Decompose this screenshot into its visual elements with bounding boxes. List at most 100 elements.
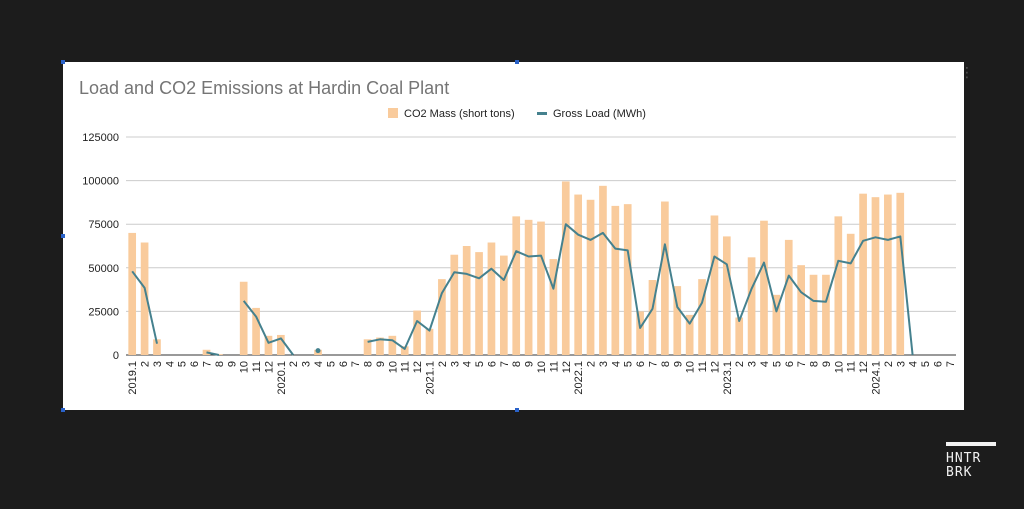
x-tick-label: 4 — [908, 361, 920, 367]
co2-bar — [524, 219, 533, 355]
x-tick-label: 2019.1 — [127, 361, 139, 395]
x-tick-label: 10 — [833, 361, 845, 373]
chart-legend: CO2 Mass (short tons) Gross Load (MWh) — [388, 108, 646, 120]
legend-label-load: Gross Load (MWh) — [553, 108, 646, 120]
co2-bar — [425, 328, 434, 355]
co2-bar — [797, 265, 805, 355]
y-tick-label: 50000 — [88, 263, 119, 275]
co2-bar — [834, 216, 843, 355]
legend-swatch-load — [537, 112, 547, 115]
gross-load-point — [315, 348, 321, 354]
co2-bar — [499, 255, 508, 355]
co2-bar — [462, 246, 471, 355]
co2-bar — [376, 337, 384, 355]
x-tick-label: 8 — [511, 361, 523, 367]
x-tick-label: 11 — [846, 361, 858, 372]
x-tick-label: 4 — [759, 361, 771, 367]
x-tick-label: 12 — [561, 361, 573, 373]
co2-bar — [760, 220, 768, 355]
x-tick-label: 5 — [177, 361, 189, 367]
chart-card: Load and CO2 Emissions at Hardin Coal Pl… — [63, 62, 974, 410]
x-tick-label: 2024.1 — [870, 361, 882, 395]
x-tick-label: 12 — [263, 361, 275, 373]
y-tick-label: 0 — [113, 350, 119, 362]
co2-bar — [363, 339, 372, 355]
x-tick-label: 2 — [140, 361, 152, 367]
y-tick-label: 75000 — [88, 219, 119, 231]
x-tick-label: 3 — [747, 361, 759, 367]
x-tick-label: 2 — [288, 361, 300, 367]
selection-handle[interactable] — [61, 408, 65, 412]
co2-bar — [475, 252, 483, 355]
co2-bar — [239, 281, 248, 355]
x-tick-label: 5 — [623, 361, 635, 367]
x-tick-label: 10 — [685, 361, 697, 373]
legend-swatch-co2 — [388, 108, 398, 118]
x-tick-label: 4 — [610, 361, 622, 367]
x-tick-label: 3 — [449, 361, 461, 367]
x-tick-label: 8 — [660, 361, 672, 367]
co2-bar — [698, 279, 706, 355]
y-tick-label: 25000 — [88, 306, 119, 318]
gross-load-line — [131, 270, 158, 344]
co2-bar — [400, 346, 409, 355]
co2-bar — [611, 205, 620, 355]
x-tick-label: 9 — [375, 361, 387, 367]
co2-bar — [784, 239, 793, 355]
x-tick-label: 3 — [598, 361, 610, 367]
selection-handle[interactable] — [515, 408, 519, 412]
x-tick-label: 6 — [486, 361, 498, 367]
x-tick-label: 2 — [437, 361, 449, 367]
co2-bar — [648, 280, 657, 355]
co2-bar — [140, 242, 149, 355]
logo-line-2: BRK — [946, 465, 973, 480]
logo-bar — [946, 442, 996, 446]
x-tick-label: 3 — [301, 361, 313, 367]
co2-bar — [537, 221, 545, 355]
selection-handle[interactable] — [515, 60, 519, 64]
co2-bar — [450, 254, 459, 355]
gross-load-line — [367, 223, 914, 356]
x-tick-label: 7 — [945, 361, 957, 367]
co2-bar — [277, 334, 285, 355]
x-tick-label: 6 — [784, 361, 796, 367]
brand-logo: HNTR BRK — [946, 442, 996, 480]
co2-bar — [846, 233, 855, 355]
x-tick-label: 6 — [338, 361, 350, 367]
x-tick-label: 6 — [189, 361, 201, 367]
legend-label-co2: CO2 Mass (short tons) — [404, 108, 515, 120]
x-tick-label: 7 — [350, 361, 362, 367]
x-tick-label: 7 — [647, 361, 659, 367]
x-tick-label: 11 — [400, 361, 412, 372]
x-tick-label: 3 — [152, 361, 164, 367]
x-tick-label: 11 — [251, 361, 263, 372]
selection-handle[interactable] — [61, 234, 65, 238]
selection-handle[interactable] — [61, 60, 65, 64]
x-tick-label: 2 — [734, 361, 746, 367]
x-tick-label: 12 — [709, 361, 721, 373]
x-tick-label: 7 — [796, 361, 808, 367]
co2-bar — [264, 335, 273, 355]
x-tick-label: 4 — [462, 361, 474, 367]
x-tick-label: 7 — [499, 361, 511, 367]
chart-title: Load and CO2 Emissions at Hardin Coal Pl… — [79, 78, 449, 98]
chart-svg: Load and CO2 Emissions at Hardin Coal Pl… — [79, 78, 957, 395]
co2-bar — [586, 199, 595, 355]
x-tick-label: 11 — [697, 361, 709, 372]
co2-bar — [859, 193, 867, 355]
co2-bar — [438, 279, 446, 355]
x-tick-label: 6 — [635, 361, 647, 367]
y-tick-label: 100000 — [82, 176, 119, 188]
co2-bar — [388, 335, 397, 355]
logo-line-1: HNTR — [946, 451, 982, 466]
co2-bar — [252, 307, 260, 355]
x-tick-label: 2020.1 — [276, 361, 288, 395]
co2-bar — [549, 259, 558, 355]
co2-bar — [512, 216, 521, 355]
x-tick-label: 5 — [920, 361, 932, 367]
y-tick-label: 125000 — [82, 132, 119, 144]
x-tick-label: 5 — [771, 361, 783, 367]
chart-menu-icon[interactable]: ⋮ — [960, 65, 974, 81]
gross-load-line — [206, 351, 220, 356]
co2-bar — [673, 286, 682, 355]
